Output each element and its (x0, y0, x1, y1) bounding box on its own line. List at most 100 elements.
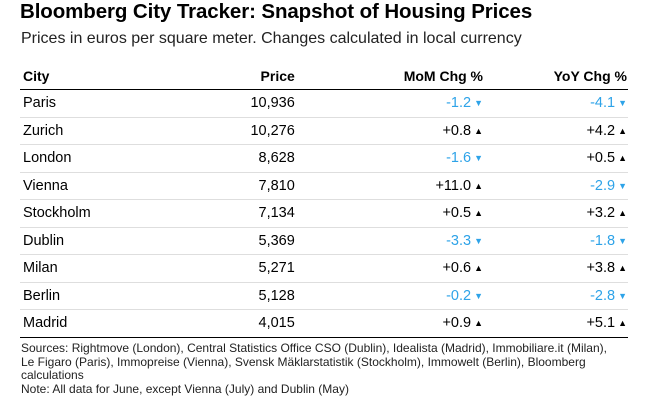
cell-city: Dublin (20, 227, 172, 255)
table-row: Berlin 5,128 -0.2 ▼ -2.8 ▼ (20, 282, 628, 310)
triangle-down-icon: ▼ (474, 290, 484, 301)
column-header-price: Price (171, 63, 299, 90)
footer: Sources: Rightmove (London), Central Sta… (21, 341, 621, 396)
table-header-row: City Price MoM Chg % YoY Chg % (20, 63, 628, 90)
table-row: Vienna 7,810 +11.0 ▲ -2.9 ▼ (20, 172, 628, 200)
triangle-up-icon: ▲ (474, 208, 484, 219)
cell-price-value: 5,128 (258, 287, 295, 304)
cell-mom-value: -1.2 (446, 95, 472, 112)
triangle-up-icon: ▲ (618, 263, 627, 274)
cell-price: 4,015 (171, 309, 299, 338)
cell-yoy-value: +3.2 (586, 205, 616, 222)
table-row: Milan 5,271 +0.6 ▲ +3.8 ▲ (20, 254, 628, 283)
cell-city-value: Vienna (23, 177, 68, 194)
table-row: London 8,628 -1.6 ▼ +0.5 ▲ (20, 144, 628, 173)
cell-yoy-value: +5.1 (586, 315, 616, 332)
cell-price: 7,134 (171, 199, 299, 228)
cell-yoy: +0.5 ▲ (487, 144, 628, 173)
cell-price-value: 10,936 (250, 95, 295, 112)
cell-mom-value: -3.3 (446, 232, 472, 249)
cell-yoy: -1.8 ▼ (487, 227, 628, 255)
cell-city-value: Milan (23, 260, 58, 277)
cell-city: Milan (20, 254, 172, 283)
cell-city-value: Stockholm (23, 205, 91, 222)
cell-mom: +0.6 ▲ (298, 254, 488, 283)
cell-mom: -3.3 ▼ (298, 227, 488, 255)
table-row: Madrid 4,015 +0.9 ▲ +5.1 ▲ (20, 309, 628, 338)
cell-yoy-value: +4.2 (586, 122, 616, 139)
page-subtitle: Prices in euros per square meter. Change… (21, 30, 522, 47)
cell-city: Vienna (20, 172, 172, 200)
column-header-mom: MoM Chg % (298, 63, 488, 90)
cell-mom: -1.6 ▼ (298, 144, 488, 173)
table-row: Zurich 10,276 +0.8 ▲ +4.2 ▲ (20, 117, 628, 145)
triangle-up-icon: ▲ (618, 125, 627, 136)
cell-city: Zurich (20, 117, 172, 145)
cell-price-value: 8,628 (258, 150, 295, 167)
cell-mom: +0.9 ▲ (298, 309, 488, 338)
cell-mom: -0.2 ▼ (298, 282, 488, 310)
cell-yoy: -2.8 ▼ (487, 282, 628, 310)
cell-yoy-value: -4.1 (590, 95, 616, 112)
triangle-up-icon: ▲ (618, 318, 627, 329)
cell-price: 10,936 (171, 89, 299, 118)
cell-price-value: 10,276 (250, 122, 295, 139)
cell-mom: -1.2 ▼ (298, 89, 488, 118)
cell-mom-value: +0.5 (442, 205, 472, 222)
triangle-down-icon: ▼ (474, 153, 484, 164)
cell-price-value: 4,015 (258, 315, 295, 332)
cell-mom: +0.8 ▲ (298, 117, 488, 145)
footer-note: Note: All data for June, except Vienna (… (21, 381, 349, 396)
cell-price: 5,271 (171, 254, 299, 283)
cell-city: Paris (20, 89, 172, 118)
cell-mom: +0.5 ▲ (298, 199, 488, 228)
cell-mom-value: +0.9 (442, 315, 472, 332)
triangle-down-icon: ▼ (474, 98, 484, 109)
triangle-up-icon: ▲ (474, 263, 484, 274)
cell-price-value: 5,271 (258, 260, 295, 277)
cell-yoy: +3.2 ▲ (487, 199, 628, 228)
cell-price: 5,128 (171, 282, 299, 310)
triangle-down-icon: ▼ (618, 235, 627, 246)
cell-yoy-value: +3.8 (586, 260, 616, 277)
table-row: Paris 10,936 -1.2 ▼ -4.1 ▼ (20, 89, 628, 118)
cell-yoy: +5.1 ▲ (487, 309, 628, 338)
cell-mom-value: -0.2 (446, 287, 472, 304)
triangle-up-icon: ▲ (618, 208, 627, 219)
cell-mom-value: -1.6 (446, 150, 472, 167)
housing-prices-table: City Price MoM Chg % YoY Chg % Paris 10,9… (20, 63, 628, 338)
cell-price: 5,369 (171, 227, 299, 255)
cell-mom-value: +0.6 (442, 260, 472, 277)
triangle-up-icon: ▲ (474, 125, 484, 136)
cell-city-value: Berlin (23, 287, 61, 304)
table-row: Stockholm 7,134 +0.5 ▲ +3.2 ▲ (20, 199, 628, 228)
column-header-city: City (20, 63, 172, 90)
cell-city-value: Madrid (23, 315, 68, 332)
table-row: Dublin 5,369 -3.3 ▼ -1.8 ▼ (20, 227, 628, 255)
triangle-down-icon: ▼ (618, 180, 627, 191)
cell-price: 8,628 (171, 144, 299, 173)
cell-mom-value: +11.0 (435, 177, 472, 194)
column-header-yoy: YoY Chg % (487, 63, 628, 90)
cell-yoy-value: -2.9 (590, 177, 616, 194)
cell-mom-value: +0.8 (442, 122, 472, 139)
cell-yoy-value: -2.8 (590, 287, 616, 304)
cell-yoy: -2.9 ▼ (487, 172, 628, 200)
cell-yoy: +3.8 ▲ (487, 254, 628, 283)
cell-price-value: 7,810 (258, 177, 295, 194)
cell-price: 10,276 (171, 117, 299, 145)
cell-price: 7,810 (171, 172, 299, 200)
cell-price-value: 7,134 (258, 205, 295, 222)
cell-city: Stockholm (20, 199, 172, 228)
footer-sources: Sources: Rightmove (London), Central Sta… (21, 341, 607, 382)
cell-yoy: -4.1 ▼ (487, 89, 628, 118)
cell-city: Berlin (20, 282, 172, 310)
cell-city-value: Dublin (23, 232, 65, 249)
cell-city: Madrid (20, 309, 172, 338)
cell-city: London (20, 144, 172, 173)
cell-city-value: London (23, 150, 72, 167)
cell-mom: +11.0 ▲ (298, 172, 488, 200)
triangle-down-icon: ▼ (618, 98, 627, 109)
triangle-down-icon: ▼ (474, 235, 484, 246)
